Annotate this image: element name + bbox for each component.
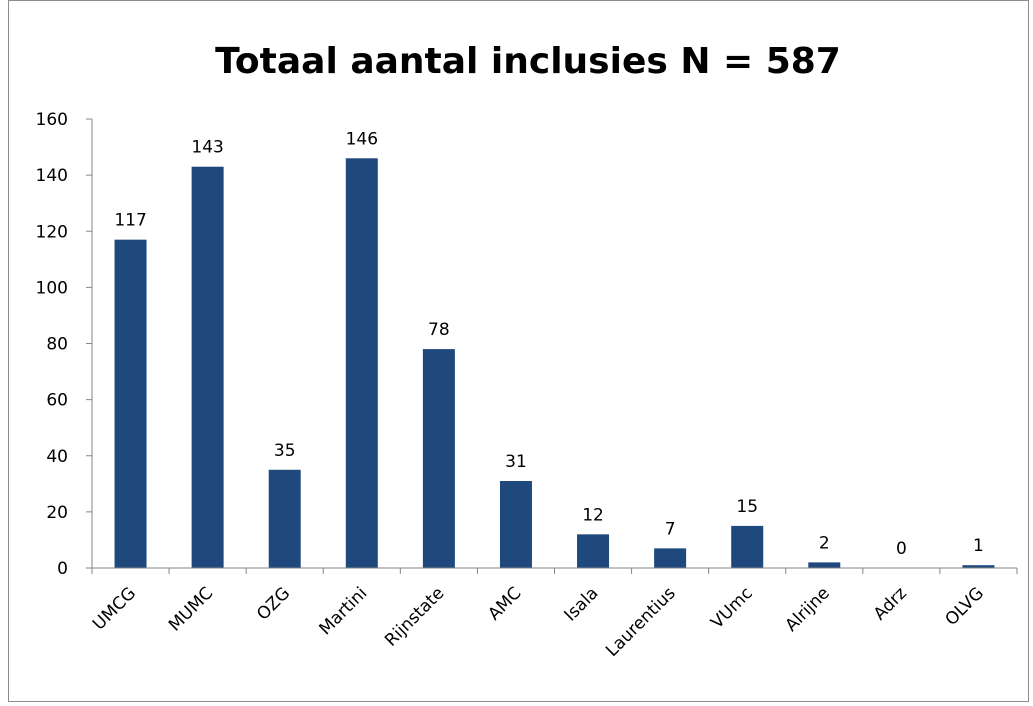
- data-label: 15: [736, 497, 758, 517]
- data-label: 146: [346, 129, 378, 149]
- data-label: 7: [665, 519, 676, 539]
- y-tick-label: 60: [46, 391, 68, 411]
- bar: [499, 481, 532, 568]
- chart-title: Totaal aantal inclusies N = 587: [215, 41, 841, 82]
- data-label: 35: [274, 441, 296, 461]
- chart-border: [8, 0, 1029, 702]
- bar: [422, 349, 455, 568]
- bar: [808, 562, 841, 568]
- bars: [114, 158, 995, 569]
- bar: [191, 166, 224, 569]
- bar: [114, 239, 147, 568]
- bar: [577, 534, 610, 568]
- data-label: 1: [973, 536, 984, 556]
- y-tick-label: 80: [46, 335, 68, 355]
- y-tick-label: 100: [36, 278, 68, 298]
- data-label: 12: [582, 505, 604, 525]
- data-label: 78: [428, 320, 450, 340]
- bar: [345, 158, 378, 568]
- data-label: 143: [191, 138, 223, 158]
- y-tick-label: 160: [36, 110, 68, 130]
- y-tick-label: 20: [46, 503, 68, 523]
- data-label: 0: [896, 539, 907, 559]
- y-axis: 0 20 40 60 80 100 120 140 160: [36, 110, 93, 579]
- y-tick-label: 0: [57, 559, 68, 579]
- data-label: 2: [819, 533, 830, 553]
- y-tick-label: 140: [36, 166, 68, 186]
- bar: [962, 565, 995, 568]
- bar: [268, 469, 301, 568]
- data-label: 117: [114, 211, 146, 231]
- bar: [654, 548, 687, 568]
- data-label: 31: [505, 452, 527, 472]
- y-tick-label: 120: [36, 222, 68, 242]
- bar: [731, 525, 764, 568]
- data-labels: 117 143 35 146 78 31 12 7 15 2 0 1: [114, 129, 984, 559]
- y-tick-label: 40: [46, 447, 68, 467]
